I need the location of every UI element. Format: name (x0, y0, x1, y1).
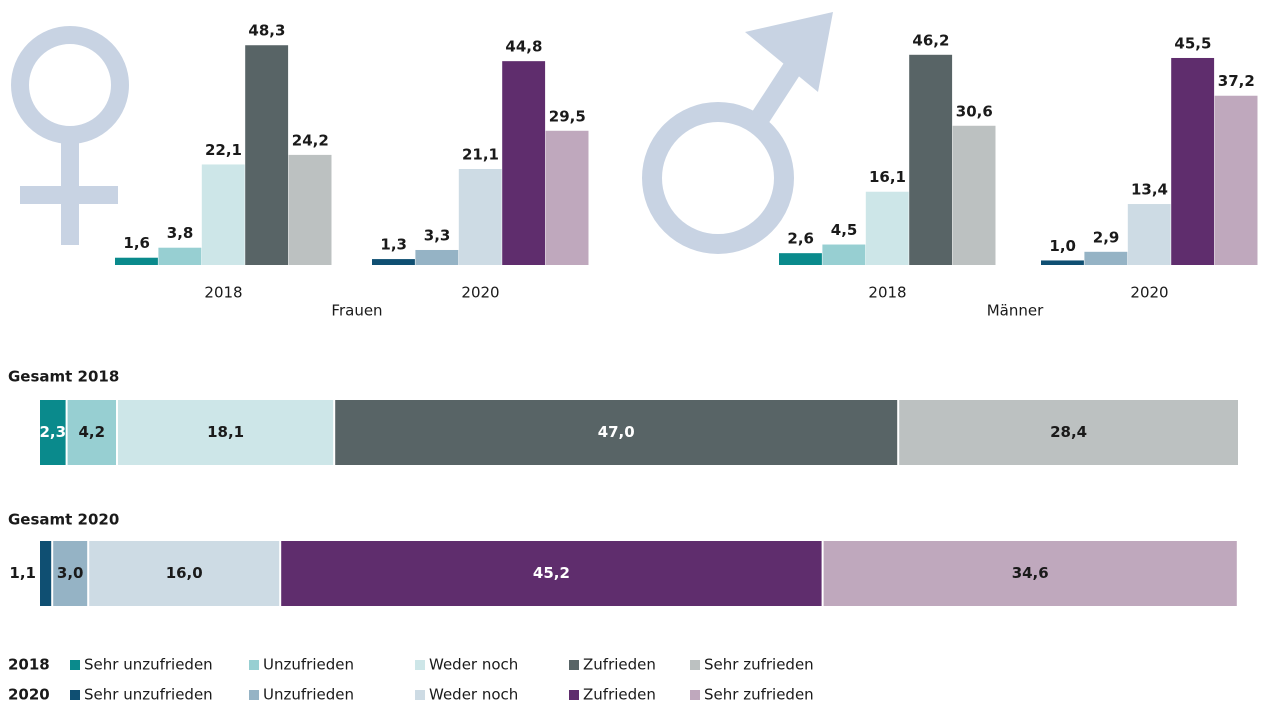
bar-segment (281, 541, 822, 606)
legend-label: Zufrieden (583, 686, 656, 704)
male-symbol (642, 12, 833, 254)
bar (545, 130, 589, 265)
x-tick-label: 2018 (204, 284, 242, 302)
legend-label: Sehr unzufrieden (84, 656, 213, 674)
data-label: 18,1 (207, 423, 244, 441)
data-label: 45,2 (533, 564, 570, 582)
bar (1214, 95, 1258, 266)
bar (865, 191, 909, 265)
legend-label: Weder noch (429, 686, 518, 704)
data-label: 28,4 (1050, 423, 1087, 441)
legend-label: Sehr zufrieden (704, 656, 814, 674)
data-label: 24,2 (292, 131, 329, 149)
data-label: 34,6 (1012, 564, 1049, 582)
bar (115, 257, 158, 265)
data-label: 44,8 (505, 38, 542, 56)
bar (1041, 260, 1084, 265)
data-label: 3,3 (424, 226, 451, 244)
bar-segment (118, 400, 334, 465)
bar (288, 154, 332, 265)
data-label: 16,1 (869, 168, 906, 186)
data-label: 48,3 (248, 22, 285, 40)
x-axis-label: Frauen (331, 302, 382, 320)
stack-title: Gesamt 2018 (8, 368, 119, 386)
bar (415, 249, 459, 265)
legend-swatch (415, 690, 425, 700)
bar (245, 45, 289, 265)
data-label: 37,2 (1218, 72, 1255, 90)
bar (158, 247, 202, 265)
data-label: 47,0 (598, 423, 635, 441)
stack-title: Gesamt 2020 (8, 511, 119, 529)
x-tick-label: 2018 (868, 284, 906, 302)
bar (458, 168, 502, 265)
x-tick-label: 2020 (461, 284, 499, 302)
bar-segment (40, 541, 52, 606)
data-label: 4,5 (831, 221, 858, 239)
bar (1084, 251, 1128, 265)
data-label: 1,0 (1049, 237, 1076, 255)
data-label: 29,5 (549, 107, 586, 125)
legend-swatch (70, 690, 80, 700)
legend-swatch (249, 690, 259, 700)
bar (372, 259, 415, 265)
bar-segment (40, 400, 66, 465)
x-tick-label: 2020 (1130, 284, 1168, 302)
bar-segment (67, 400, 116, 465)
legend-swatch (70, 660, 80, 670)
legend-swatch (690, 660, 700, 670)
data-label: 22,1 (205, 141, 242, 159)
data-label: 2,3 (40, 423, 67, 441)
legend-label: Unzufrieden (263, 686, 354, 704)
data-label: 2,6 (787, 230, 814, 248)
data-label: 1,3 (380, 236, 407, 254)
bar (952, 125, 996, 266)
female-symbol (11, 26, 129, 245)
data-label: 13,4 (1131, 181, 1168, 199)
bar-segment (53, 541, 88, 606)
data-label: 16,0 (166, 564, 203, 582)
bar-segment (89, 541, 280, 606)
data-label: 46,2 (912, 31, 949, 49)
legend-swatch (249, 660, 259, 670)
data-label: 3,8 (167, 224, 194, 242)
legend-swatch (569, 690, 579, 700)
bar (1171, 57, 1215, 265)
legend-year: 2018 (8, 656, 50, 674)
data-label: 3,0 (57, 564, 84, 582)
bar (822, 244, 866, 265)
data-label: 1,1 (9, 564, 36, 582)
data-label: 45,5 (1174, 34, 1211, 52)
legend-label: Sehr unzufrieden (84, 686, 213, 704)
bar-segment (823, 541, 1237, 606)
bar-segment (899, 400, 1238, 465)
legend-label: Zufrieden (583, 656, 656, 674)
data-label: 30,6 (956, 102, 993, 120)
data-label: 2,9 (1093, 228, 1120, 246)
data-label: 4,2 (79, 423, 106, 441)
bar (502, 61, 546, 265)
legend-year: 2020 (8, 686, 50, 704)
data-label: 1,6 (123, 234, 150, 252)
legend-label: Sehr zufrieden (704, 686, 814, 704)
bar (779, 253, 822, 265)
legend-label: Weder noch (429, 656, 518, 674)
data-label: 21,1 (462, 145, 499, 163)
bar (201, 164, 245, 265)
legend-swatch (569, 660, 579, 670)
legend-label: Unzufrieden (263, 656, 354, 674)
legend-swatch (690, 690, 700, 700)
bar (1127, 204, 1171, 265)
bar-segment (335, 400, 898, 465)
bar (909, 54, 953, 265)
x-axis-label: Männer (987, 302, 1044, 320)
legend-swatch (415, 660, 425, 670)
